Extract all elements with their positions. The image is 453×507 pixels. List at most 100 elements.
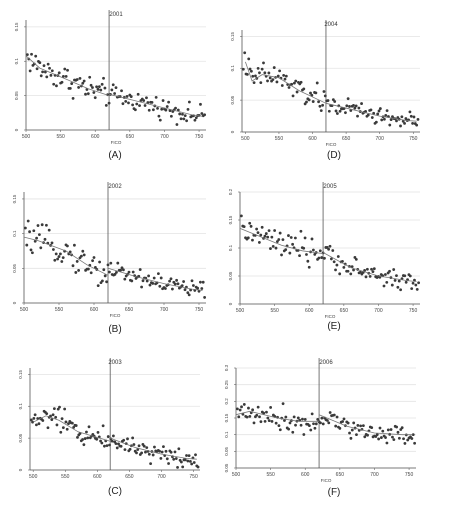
data-point [280,84,284,87]
y-tick-label: 0 [230,130,235,133]
data-point [41,419,45,422]
data-point [269,406,273,409]
data-point [147,108,151,112]
trend-line-right [109,93,203,117]
data-point [187,293,191,297]
data-point [376,112,380,116]
data-point [94,266,97,269]
data-point [78,76,82,80]
y-tick-label: 0.1 [14,58,19,65]
data-point [113,92,117,95]
data-point [116,261,120,265]
data-point [321,422,325,426]
data-point [383,117,386,121]
data-point [81,249,85,253]
data-point [97,85,101,89]
data-point [242,225,246,228]
x-tick-label: 700 [374,308,383,314]
data-point [400,426,404,430]
data-point [396,285,400,289]
data-point [245,415,249,419]
data-point [380,118,384,122]
data-point [260,67,264,71]
data-point [266,79,269,83]
data-point [157,272,160,276]
data-point [341,420,345,423]
trend-line-right [322,252,417,282]
data-point [144,450,147,454]
data-point [68,250,72,254]
data-point [101,424,105,428]
data-point [404,280,408,284]
x-tick-label: 550 [61,474,70,480]
data-point [368,274,372,278]
x-tick-label: 650 [125,474,134,480]
data-point [296,416,300,420]
data-point [283,419,286,422]
data-point [40,223,44,227]
data-point [194,453,197,457]
data-point [122,268,125,272]
data-point [263,71,267,75]
x-tick-label: 700 [376,136,385,142]
x-tick-label: 500 [232,472,241,478]
chart-svg-4: 0 0.05 0.1 0.15 500 550 600 650 700 750 2003 [18,358,200,480]
y-tick-label: 0.3 [224,364,229,371]
data-point [255,413,259,417]
y-tick-label: 0.05 [230,95,235,104]
trend-line-left [245,61,327,104]
data-point [401,119,405,123]
data-point [322,90,326,93]
data-point [34,54,38,58]
data-point [61,256,65,260]
data-point [165,105,169,108]
data-point [237,415,241,419]
x-tick-label: 650 [125,307,134,313]
data-point [32,229,36,233]
data-point [251,74,255,78]
data-point [38,233,41,237]
data-point [266,416,270,420]
data-point [130,279,134,283]
data-point [52,82,56,86]
data-point [65,427,69,431]
data-point [133,108,137,112]
data-point [117,442,120,446]
data-point [336,255,340,258]
data-point [377,109,381,113]
data-point [93,96,97,100]
data-point [149,462,153,466]
data-point [256,231,260,235]
data-point [86,436,90,440]
trend-line-right [325,102,417,122]
data-point [346,269,350,273]
data-point [392,438,396,442]
data-point [182,117,186,121]
data-point [278,428,282,432]
data-point [352,103,355,107]
data-point [262,411,266,415]
data-point [77,86,81,89]
data-point [352,421,356,425]
y-tick-label: 0.05 [228,271,233,280]
data-point [307,424,311,428]
data-point [131,270,135,274]
data-point [75,78,79,81]
data-point [70,82,74,85]
data-point [369,108,373,112]
data-point [318,104,322,108]
data-point [98,260,101,264]
data-point [275,80,279,84]
data-point [32,62,36,66]
x-tick-label: 550 [266,472,275,478]
data-point [60,417,64,421]
data-point [349,272,353,276]
data-point [45,223,48,227]
data-point [314,91,318,95]
x-tick-label: 550 [275,136,284,142]
data-point [30,52,33,56]
data-point [174,106,177,110]
data-point [284,248,288,251]
data-point [114,86,118,90]
data-point [177,447,181,451]
